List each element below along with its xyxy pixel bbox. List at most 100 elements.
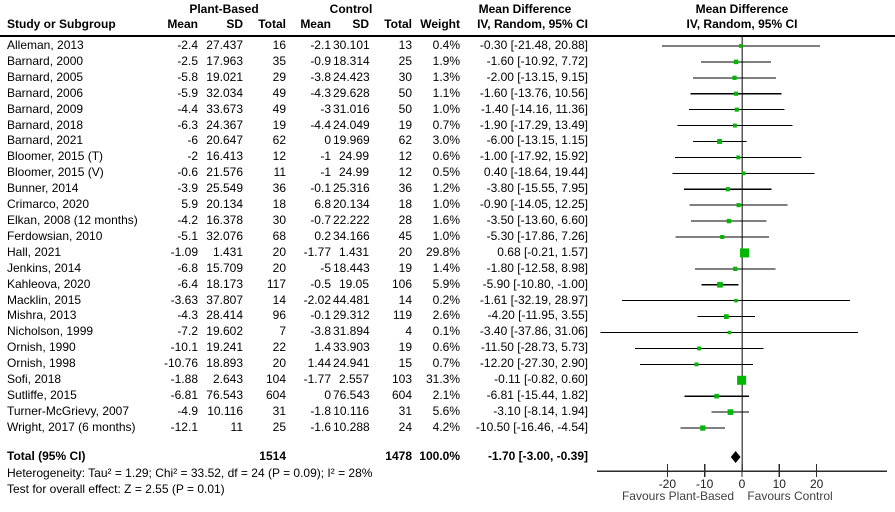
plant-mean: -1.88 xyxy=(170,372,198,387)
plant-total: 18 xyxy=(272,197,286,212)
study-marker xyxy=(741,171,746,176)
plant-sd: 76.543 xyxy=(206,387,243,402)
study-name: Elkan, 2008 (12 months) xyxy=(7,212,138,227)
weight-value: 4.2% xyxy=(432,419,460,434)
md-ci-text: -0.11 [-0.82, 0.60] xyxy=(494,372,588,387)
plant-mean: -5.8 xyxy=(177,69,198,84)
plant-total: 22 xyxy=(272,340,286,355)
weight-value: 0.7% xyxy=(432,356,460,371)
md-ci-text: -1.61 [-32.19, 28.97] xyxy=(479,292,588,307)
study-name: Macklin, 2015 xyxy=(7,292,82,307)
control-sd: 31.016 xyxy=(333,101,370,116)
weight-value: 1.2% xyxy=(432,181,460,196)
study-name: Ornish, 1998 xyxy=(7,356,76,371)
study-row: Hall, 2021 -1.09 1.431 20 -1.77 1.431 20 29.8% 0… xyxy=(0,245,588,261)
weight-value: 3.0% xyxy=(432,133,460,148)
control-mean: -1.77 xyxy=(303,372,331,387)
total-plant-mean xyxy=(160,449,200,465)
axis-tick-label: 0 xyxy=(739,477,746,491)
study-name: Barnard, 2005 xyxy=(7,69,84,84)
study-name: Bloomer, 2015 (V) xyxy=(7,165,104,180)
plant-mean: -6.3 xyxy=(177,117,198,132)
control-total: 12 xyxy=(398,165,412,180)
control-mean: -0.1 xyxy=(310,308,331,323)
plant-total: 62 xyxy=(272,133,286,148)
plant-mean: -2 xyxy=(187,149,198,164)
control-sd: 19.05 xyxy=(338,276,369,291)
plant-mean: -4.9 xyxy=(177,403,198,418)
plant-total-header: Total xyxy=(258,17,286,31)
study-marker xyxy=(739,44,743,48)
control-total: 604 xyxy=(391,387,412,402)
plant-sd: 33.673 xyxy=(206,101,243,116)
study-row: Wright, 2017 (6 months) -12.1 11 25 -1.6 10.2… xyxy=(0,420,588,436)
weight-value: 1.0% xyxy=(432,228,460,243)
study-row: Barnard, 2009 -4.4 33.673 49 -3 31.016 50 1.0% -… xyxy=(0,102,588,118)
study-row: Jenkins, 2014 -6.8 15.709 20 -5 18.443 19 1.4% -… xyxy=(0,261,588,277)
study-row: Kahleova, 2020 -6.4 18.173 117 -0.5 19.05 106 5… xyxy=(0,277,588,293)
md-ci-text: -1.60 [-13.76, 10.56] xyxy=(479,85,588,100)
study-name: Bloomer, 2015 (T) xyxy=(7,149,104,164)
plant-sd: 19.602 xyxy=(206,324,243,339)
md-plot-column-header-line1: Mean Difference xyxy=(695,2,789,16)
plant-mean: -4.4 xyxy=(177,101,198,116)
plant-sd: 18.173 xyxy=(206,276,243,291)
plant-total: 49 xyxy=(272,101,286,116)
md-ci-text: -5.30 [-17.86, 7.26] xyxy=(486,228,588,243)
control-sd: 44.481 xyxy=(333,292,370,307)
plant-total: 19 xyxy=(272,117,286,132)
control-total: 30 xyxy=(398,69,412,84)
control-sd: 31.894 xyxy=(333,324,370,339)
study-marker xyxy=(732,123,737,128)
study-marker xyxy=(733,59,739,65)
group-header-control: Control xyxy=(329,2,373,16)
plant-sd: 18.893 xyxy=(206,356,243,371)
md-ci-text: -1.40 [-14.16, 11.36] xyxy=(480,101,588,116)
study-row: Bunner, 2014 -3.9 25.549 36 -0.1 25.316 36 1.2%… xyxy=(0,181,588,197)
favours-right-label: Favours Control xyxy=(747,489,832,503)
control-sd: 10.288 xyxy=(333,419,370,434)
weight-value: 0.6% xyxy=(432,340,460,355)
study-name: Ferdowsian, 2010 xyxy=(7,228,103,243)
plant-mean: -4.3 xyxy=(177,308,198,323)
md-ci-text: -0.30 [-21.48, 20.88] xyxy=(479,38,588,52)
study-name: Nicholson, 1999 xyxy=(7,324,94,339)
control-mean: -1 xyxy=(320,165,331,180)
md-ci-text: -1.80 [-12.58, 8.98] xyxy=(486,260,588,275)
study-name: Hall, 2021 xyxy=(7,244,62,259)
control-mean: -0.9 xyxy=(310,53,331,68)
plant-mean-header: Mean xyxy=(167,17,198,31)
md-ci-text: -1.90 [-17.29, 13.49] xyxy=(479,117,588,132)
md-ci-text: -6.81 [-15.44, 1.82] xyxy=(486,387,588,402)
md-ci-text: 0.40 [-18.64, 19.44] xyxy=(483,165,588,180)
plant-sd: 28.414 xyxy=(206,308,243,323)
plant-sd: 21.576 xyxy=(206,165,243,180)
study-name: Barnard, 2006 xyxy=(7,85,84,100)
control-sd: 20.134 xyxy=(333,197,370,212)
study-marker xyxy=(736,203,741,208)
control-sd: 30.101 xyxy=(333,38,370,52)
favours-left-label: Favours Plant-Based xyxy=(622,489,734,503)
control-mean: -3 xyxy=(320,101,331,116)
plant-mean: -6.81 xyxy=(170,387,198,402)
md-ci-text: -5.90 [-10.80, -1.00] xyxy=(482,276,588,291)
control-mean: 1.4 xyxy=(314,340,331,355)
weight-value: 1.1% xyxy=(432,85,460,100)
plant-total: 7 xyxy=(279,324,286,339)
study-row: Turner-McGrievy, 2007 -4.9 10.116 31 -1.8 10.… xyxy=(0,404,588,420)
heterogeneity-text: Heterogeneity: Tau² = 1.29; Chi² = 33.52… xyxy=(7,466,373,480)
study-marker xyxy=(727,330,731,335)
control-mean: -0.7 xyxy=(310,212,331,227)
control-mean: 6.8 xyxy=(314,197,331,212)
plant-mean: -0.6 xyxy=(177,165,198,180)
control-total: 15 xyxy=(398,356,412,371)
control-sd: 33.903 xyxy=(333,340,370,355)
plant-mean: -3.9 xyxy=(177,181,198,196)
study-row: Sutliffe, 2015 -6.81 76.543 604 0 76.543 604 2.… xyxy=(0,388,588,404)
total-control-mean xyxy=(288,449,333,465)
study-name: Barnard, 2018 xyxy=(7,117,84,132)
md-ci-text: -3.40 [-37.86, 31.06] xyxy=(479,324,588,339)
plant-mean: -3.63 xyxy=(170,292,198,307)
control-mean: 0 xyxy=(324,133,331,148)
plant-sd: 37.807 xyxy=(206,292,243,307)
